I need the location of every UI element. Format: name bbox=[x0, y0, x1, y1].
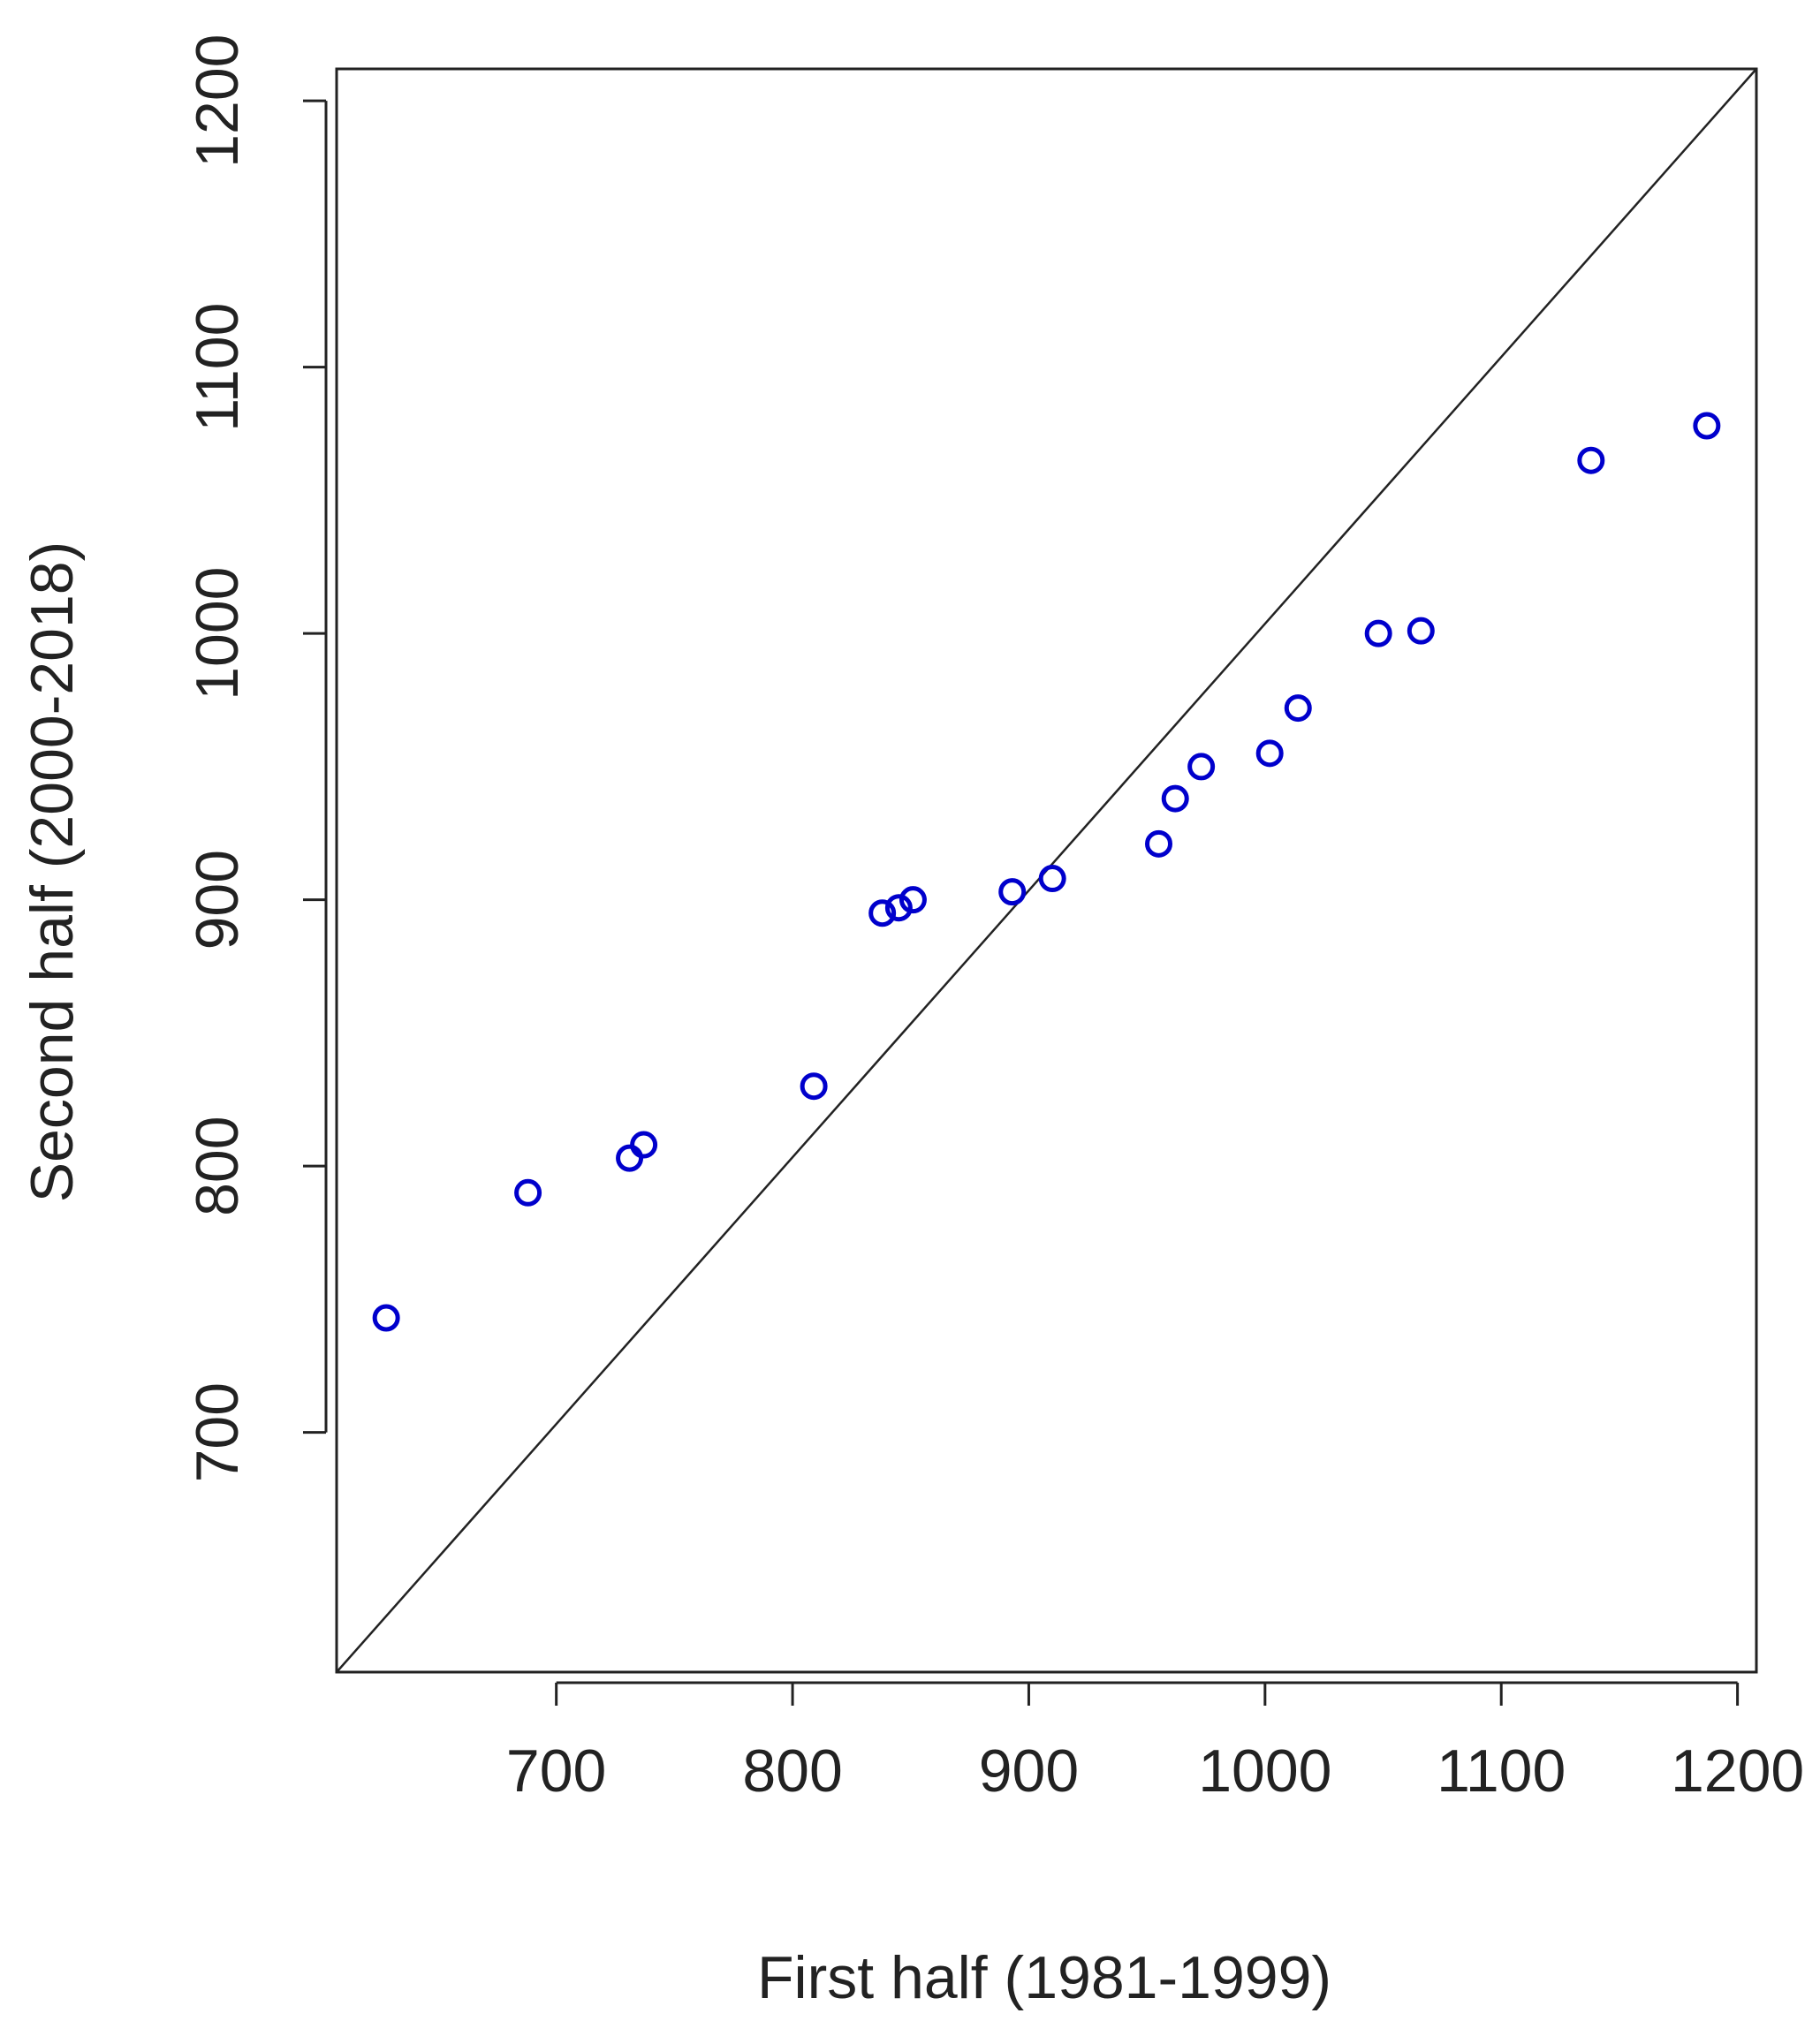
data-point bbox=[800, 1072, 828, 1101]
data-point bbox=[372, 1304, 400, 1332]
y-axis: 700 800 900 1000 1100 1200 bbox=[184, 34, 328, 1482]
x-tick-label: 700 bbox=[506, 1737, 606, 1805]
plot-frame bbox=[335, 67, 1758, 1674]
y-tick-label: 1200 bbox=[184, 34, 251, 168]
data-point bbox=[899, 886, 927, 914]
data-point bbox=[1284, 694, 1312, 723]
data-point bbox=[1161, 784, 1189, 813]
data-point bbox=[1255, 739, 1284, 768]
y-tick-label: 900 bbox=[184, 850, 251, 950]
data-point bbox=[998, 878, 1027, 906]
x-tick-label: 1000 bbox=[1198, 1737, 1331, 1805]
data-point bbox=[884, 894, 913, 922]
x-tick-label: 900 bbox=[979, 1737, 1079, 1805]
data-point bbox=[616, 1144, 644, 1172]
data-point bbox=[1693, 412, 1721, 440]
y-tick-label: 800 bbox=[184, 1116, 251, 1215]
x-tick-label: 800 bbox=[742, 1737, 842, 1805]
data-point bbox=[1187, 753, 1216, 781]
x-axis-label: First half (1981-1999) bbox=[757, 1944, 1331, 2011]
data-point bbox=[1145, 829, 1173, 858]
data-point bbox=[1364, 619, 1392, 647]
x-tick-label: 1200 bbox=[1671, 1737, 1804, 1805]
data-point bbox=[630, 1131, 658, 1159]
x-axis: 700 800 900 1000 1100 1200 bbox=[506, 1681, 1804, 1805]
y-tick-label: 1100 bbox=[184, 303, 251, 432]
y-tick-label: 700 bbox=[184, 1382, 251, 1482]
data-point bbox=[1407, 617, 1435, 645]
data-point bbox=[514, 1178, 542, 1207]
data-point bbox=[1038, 865, 1066, 893]
y-tick-label: 1000 bbox=[184, 567, 251, 700]
x-tick-label: 1100 bbox=[1437, 1737, 1566, 1805]
data-point bbox=[868, 899, 897, 927]
y-axis-label: Second half (2000-2018) bbox=[19, 541, 86, 1203]
data-point bbox=[1577, 446, 1605, 474]
data-points bbox=[372, 412, 1721, 1332]
